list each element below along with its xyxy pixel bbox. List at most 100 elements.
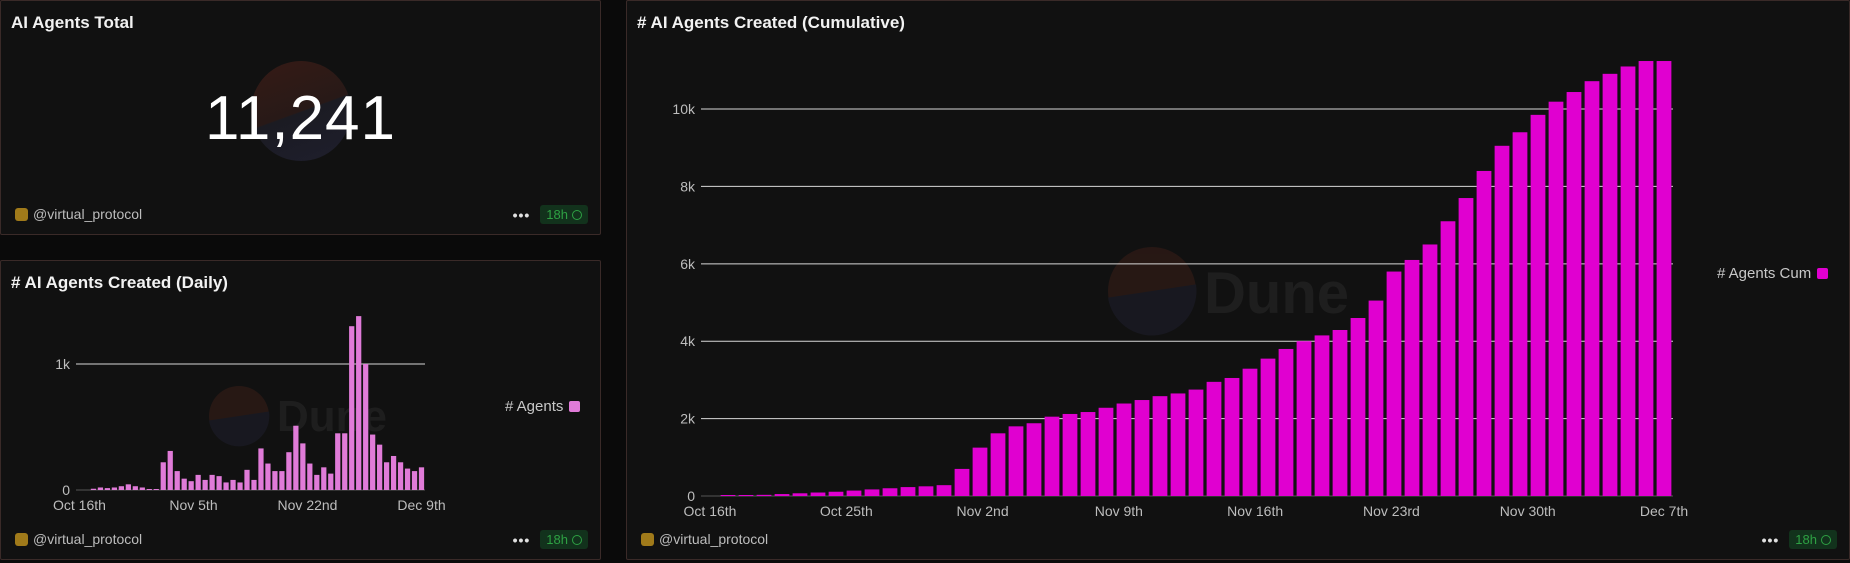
bar[interactable] [314,474,320,490]
refresh-badge[interactable]: 18h [540,530,588,549]
bar[interactable] [118,486,124,490]
bar[interactable] [756,494,772,496]
bar[interactable] [258,448,264,490]
bar[interactable] [404,468,411,490]
bar[interactable] [146,489,152,490]
bar[interactable] [1188,389,1204,496]
bar[interactable] [363,364,369,490]
bar[interactable] [792,493,808,496]
bar[interactable] [1242,368,1258,496]
bar[interactable] [411,471,418,490]
bar[interactable] [882,488,898,496]
bar[interactable] [936,485,952,496]
bar[interactable] [174,471,180,490]
bar[interactable] [272,471,278,490]
owner-link[interactable]: @virtual_protocol [15,531,142,547]
bar[interactable] [139,487,145,490]
bar[interactable] [1548,101,1564,496]
more-menu-button[interactable]: ••• [512,206,531,223]
bar[interactable] [1620,66,1636,496]
bar[interactable] [195,474,201,490]
bar[interactable] [1170,393,1186,496]
bar[interactable] [1584,81,1600,496]
bar[interactable] [383,462,390,490]
bar[interactable] [1350,318,1366,496]
bar[interactable] [1512,132,1528,496]
bar[interactable] [237,482,243,490]
bar[interactable] [286,452,292,490]
bar[interactable] [90,488,97,490]
bar[interactable] [356,316,362,490]
bar[interactable] [1080,412,1096,496]
bar[interactable] [279,471,285,490]
bar[interactable] [1062,413,1078,496]
bar[interactable] [1422,244,1438,496]
bar[interactable] [265,463,271,490]
bar[interactable] [1098,407,1114,496]
bar[interactable] [1278,348,1294,496]
bar[interactable] [1404,259,1420,496]
bar[interactable] [738,495,754,496]
bar[interactable] [125,484,131,490]
bar[interactable] [181,478,187,490]
bar[interactable] [342,433,348,490]
bar[interactable] [828,491,844,496]
bar[interactable] [990,433,1006,496]
bar[interactable] [846,490,862,496]
bar[interactable] [111,487,118,490]
bar[interactable] [1224,377,1240,496]
bar[interactable] [97,487,104,490]
bar[interactable] [223,482,229,490]
bar[interactable] [370,434,376,490]
bar[interactable] [244,469,250,490]
bar[interactable] [1566,92,1582,496]
bar[interactable] [1260,358,1276,496]
bar[interactable] [209,474,215,490]
bar[interactable] [1440,221,1456,496]
bar[interactable] [293,425,299,490]
refresh-badge[interactable]: 18h [540,205,588,224]
bar[interactable] [1494,145,1510,496]
bar[interactable] [1458,198,1474,497]
bar[interactable] [918,486,934,496]
bar[interactable] [251,479,257,490]
bar[interactable] [397,462,404,490]
owner-link[interactable]: @virtual_protocol [15,206,142,222]
more-menu-button[interactable]: ••• [512,531,531,548]
bar[interactable] [202,479,208,490]
bar[interactable] [810,492,826,496]
bar[interactable] [418,467,425,490]
bar[interactable] [1314,335,1330,496]
bar[interactable] [1386,271,1402,496]
owner-link[interactable]: @virtual_protocol [641,531,768,547]
bar[interactable] [321,467,327,490]
bar[interactable] [1638,61,1654,496]
bar[interactable] [328,473,334,490]
bar[interactable] [774,494,790,496]
bar[interactable] [1332,329,1348,496]
bar[interactable] [390,455,397,490]
chart-legend[interactable]: # Agents [505,398,581,415]
bar[interactable] [132,486,138,490]
refresh-badge[interactable]: 18h [1789,530,1837,549]
bar[interactable] [377,444,383,490]
bar[interactable] [954,468,970,496]
bar[interactable] [335,433,341,490]
bar[interactable] [900,487,916,496]
bar[interactable] [188,481,194,490]
more-menu-button[interactable]: ••• [1761,531,1780,548]
bar[interactable] [349,326,355,490]
bar[interactable] [1152,396,1168,496]
bar[interactable] [972,447,988,496]
chart-legend[interactable]: # Agents Cum [1717,265,1829,282]
bar[interactable] [864,489,880,496]
bar[interactable] [1476,170,1492,496]
bar[interactable] [216,476,222,490]
bar[interactable] [167,450,173,490]
bar[interactable] [1134,400,1150,496]
bar[interactable] [720,495,736,496]
bar[interactable] [1296,341,1312,496]
bar[interactable] [1368,300,1384,496]
bar[interactable] [1026,423,1042,496]
bar[interactable] [153,489,159,490]
